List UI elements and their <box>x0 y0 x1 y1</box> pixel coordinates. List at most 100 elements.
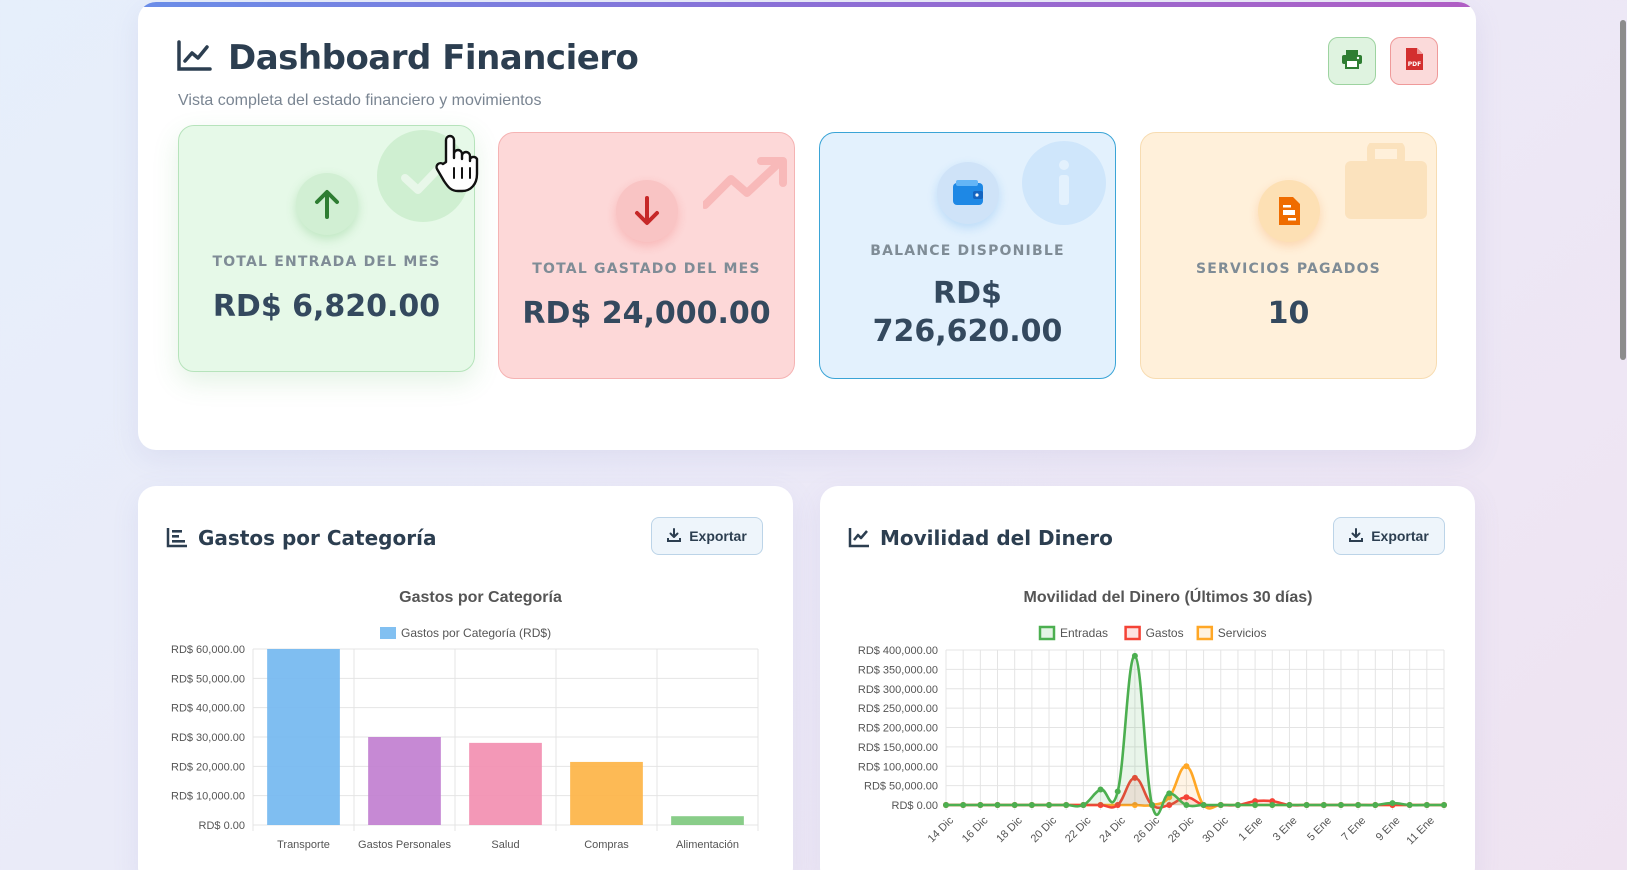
data-point <box>960 802 967 808</box>
trend-up-icon <box>701 157 789 214</box>
data-point <box>1200 802 1207 808</box>
header-accent-bar <box>138 2 1476 7</box>
data-point <box>1028 802 1035 808</box>
data-point <box>1303 802 1310 808</box>
data-point <box>1166 790 1173 797</box>
export-label: Exportar <box>689 528 747 544</box>
stat-label: BALANCE DISPONIBLE <box>870 243 1065 259</box>
legend-label: Servicios <box>1218 626 1267 640</box>
data-point <box>1114 802 1121 808</box>
export-button[interactable]: Exportar <box>651 517 763 555</box>
page-title: Dashboard Financiero <box>228 38 639 78</box>
data-point <box>1080 802 1087 808</box>
data-point <box>1355 802 1362 808</box>
page-scrollbar[interactable] <box>1619 0 1627 870</box>
y-tick-label: RD$ 0.00 <box>199 820 245 832</box>
file-pdf-icon: PDF <box>1404 47 1424 76</box>
data-point <box>1131 652 1138 659</box>
x-tick-label: 18 Dic <box>994 814 1025 845</box>
stat-label: TOTAL GASTADO DEL MES <box>532 261 761 277</box>
x-tick-label: 14 Dic <box>926 814 957 845</box>
x-tick-label: Transporte <box>277 839 330 851</box>
data-point <box>1183 802 1190 808</box>
data-point <box>1149 802 1156 808</box>
y-tick-label: RD$ 10,000.00 <box>171 791 245 803</box>
x-tick-label: 9 Ene <box>1374 815 1403 844</box>
x-tick-label: 3 Ene <box>1271 815 1300 844</box>
stat-value: RD$ 24,000.00 <box>522 296 771 331</box>
stat-value: RD$ 6,820.00 <box>212 289 441 324</box>
wallet-icon <box>936 162 999 224</box>
data-point <box>1217 802 1224 808</box>
chart-legend: Gastos por Categoría (RD$) <box>380 626 551 640</box>
data-point <box>1046 802 1053 808</box>
stat-label: TOTAL ENTRADA DEL MES <box>212 254 441 270</box>
hand-cursor-icon <box>434 132 480 199</box>
y-tick-label: RD$ 200,000.00 <box>858 723 938 735</box>
legend-label: Gastos por Categoría (RD$) <box>401 626 551 640</box>
x-tick-label: 20 Dic <box>1029 814 1060 845</box>
x-tick-label: 5 Ene <box>1305 815 1334 844</box>
page-subtitle: Vista completa del estado financiero y m… <box>178 92 542 109</box>
legend-swatch <box>1196 625 1214 641</box>
legend-swatch <box>380 627 396 639</box>
x-tick-label: 16 Dic <box>960 814 991 845</box>
data-point <box>1252 802 1259 808</box>
scrollbar-thumb[interactable] <box>1620 20 1626 360</box>
data-point <box>1131 802 1138 808</box>
panel-title: Gastos por Categoría <box>198 526 437 550</box>
pdf-export-button[interactable]: PDF <box>1390 37 1438 85</box>
x-tick-label: Compras <box>584 839 629 851</box>
x-tick-label: Salud <box>491 839 519 851</box>
chart-title: Movilidad del Dinero (Últimos 30 días) <box>1024 587 1313 606</box>
bar <box>671 816 744 825</box>
svg-text:PDF: PDF <box>1408 61 1421 68</box>
legend-label: Gastos <box>1146 626 1184 640</box>
data-point <box>1441 802 1447 808</box>
y-tick-label: RD$ 60,000.00 <box>171 644 245 656</box>
arrow-up-icon <box>295 173 358 235</box>
data-point <box>1320 802 1327 808</box>
y-tick-label: RD$ 40,000.00 <box>171 703 245 715</box>
data-point <box>1114 788 1121 795</box>
stat-label: SERVICIOS PAGADOS <box>1196 261 1381 277</box>
y-tick-label: RD$ 350,000.00 <box>858 664 938 676</box>
line-chart: Movilidad del Dinero (Últimos 30 días) En… <box>858 587 1447 847</box>
y-tick-label: RD$ 20,000.00 <box>171 761 245 773</box>
data-point <box>977 802 984 808</box>
data-point <box>1389 800 1396 807</box>
x-tick-label: 24 Dic <box>1097 814 1128 845</box>
file-invoice-icon <box>1257 180 1320 242</box>
legend-swatch <box>1038 625 1056 641</box>
x-tick-label: 1 Ene <box>1236 815 1265 844</box>
x-tick-label: Gastos Personales <box>358 839 451 851</box>
data-point <box>1286 802 1293 808</box>
y-tick-label: RD$ 150,000.00 <box>858 742 938 754</box>
stat-card-expenses: TOTAL GASTADO DEL MES RD$ 24,000.00 <box>498 132 795 379</box>
x-tick-label: 28 Dic <box>1166 814 1197 845</box>
y-tick-label: RD$ 50,000.00 <box>864 781 938 793</box>
bar-chart: Gastos por Categoría Gastos por Categoría… <box>171 589 759 851</box>
data-point <box>1406 802 1413 808</box>
data-point <box>1234 802 1241 808</box>
y-tick-label: RD$ 100,000.00 <box>858 761 938 773</box>
stat-value: RD$ <box>933 276 1002 311</box>
download-icon <box>667 527 682 545</box>
stat-card-balance: BALANCE DISPONIBLE RD$ 726,620.00 <box>819 132 1116 379</box>
stat-value: 10 <box>1267 296 1310 331</box>
chart-title: Gastos por Categoría <box>399 589 562 606</box>
x-tick-label: 30 Dic <box>1200 814 1231 845</box>
legend-label: Entradas <box>1060 626 1108 640</box>
data-point <box>1269 802 1276 808</box>
export-button[interactable]: Exportar <box>1333 517 1445 555</box>
y-tick-label: RD$ 300,000.00 <box>858 684 938 696</box>
briefcase-icon <box>1343 141 1429 226</box>
money-movement-panel: Movilidad del Dinero Exportar Movilidad … <box>820 486 1475 870</box>
bar <box>368 737 441 825</box>
print-icon <box>1341 49 1363 74</box>
data-point <box>1011 802 1018 808</box>
stat-card-income: TOTAL ENTRADA DEL MES RD$ 6,820.00 <box>178 125 475 372</box>
y-tick-label: RD$ 400,000.00 <box>858 645 938 657</box>
print-button[interactable] <box>1328 37 1376 85</box>
chart-line-icon <box>176 39 212 78</box>
